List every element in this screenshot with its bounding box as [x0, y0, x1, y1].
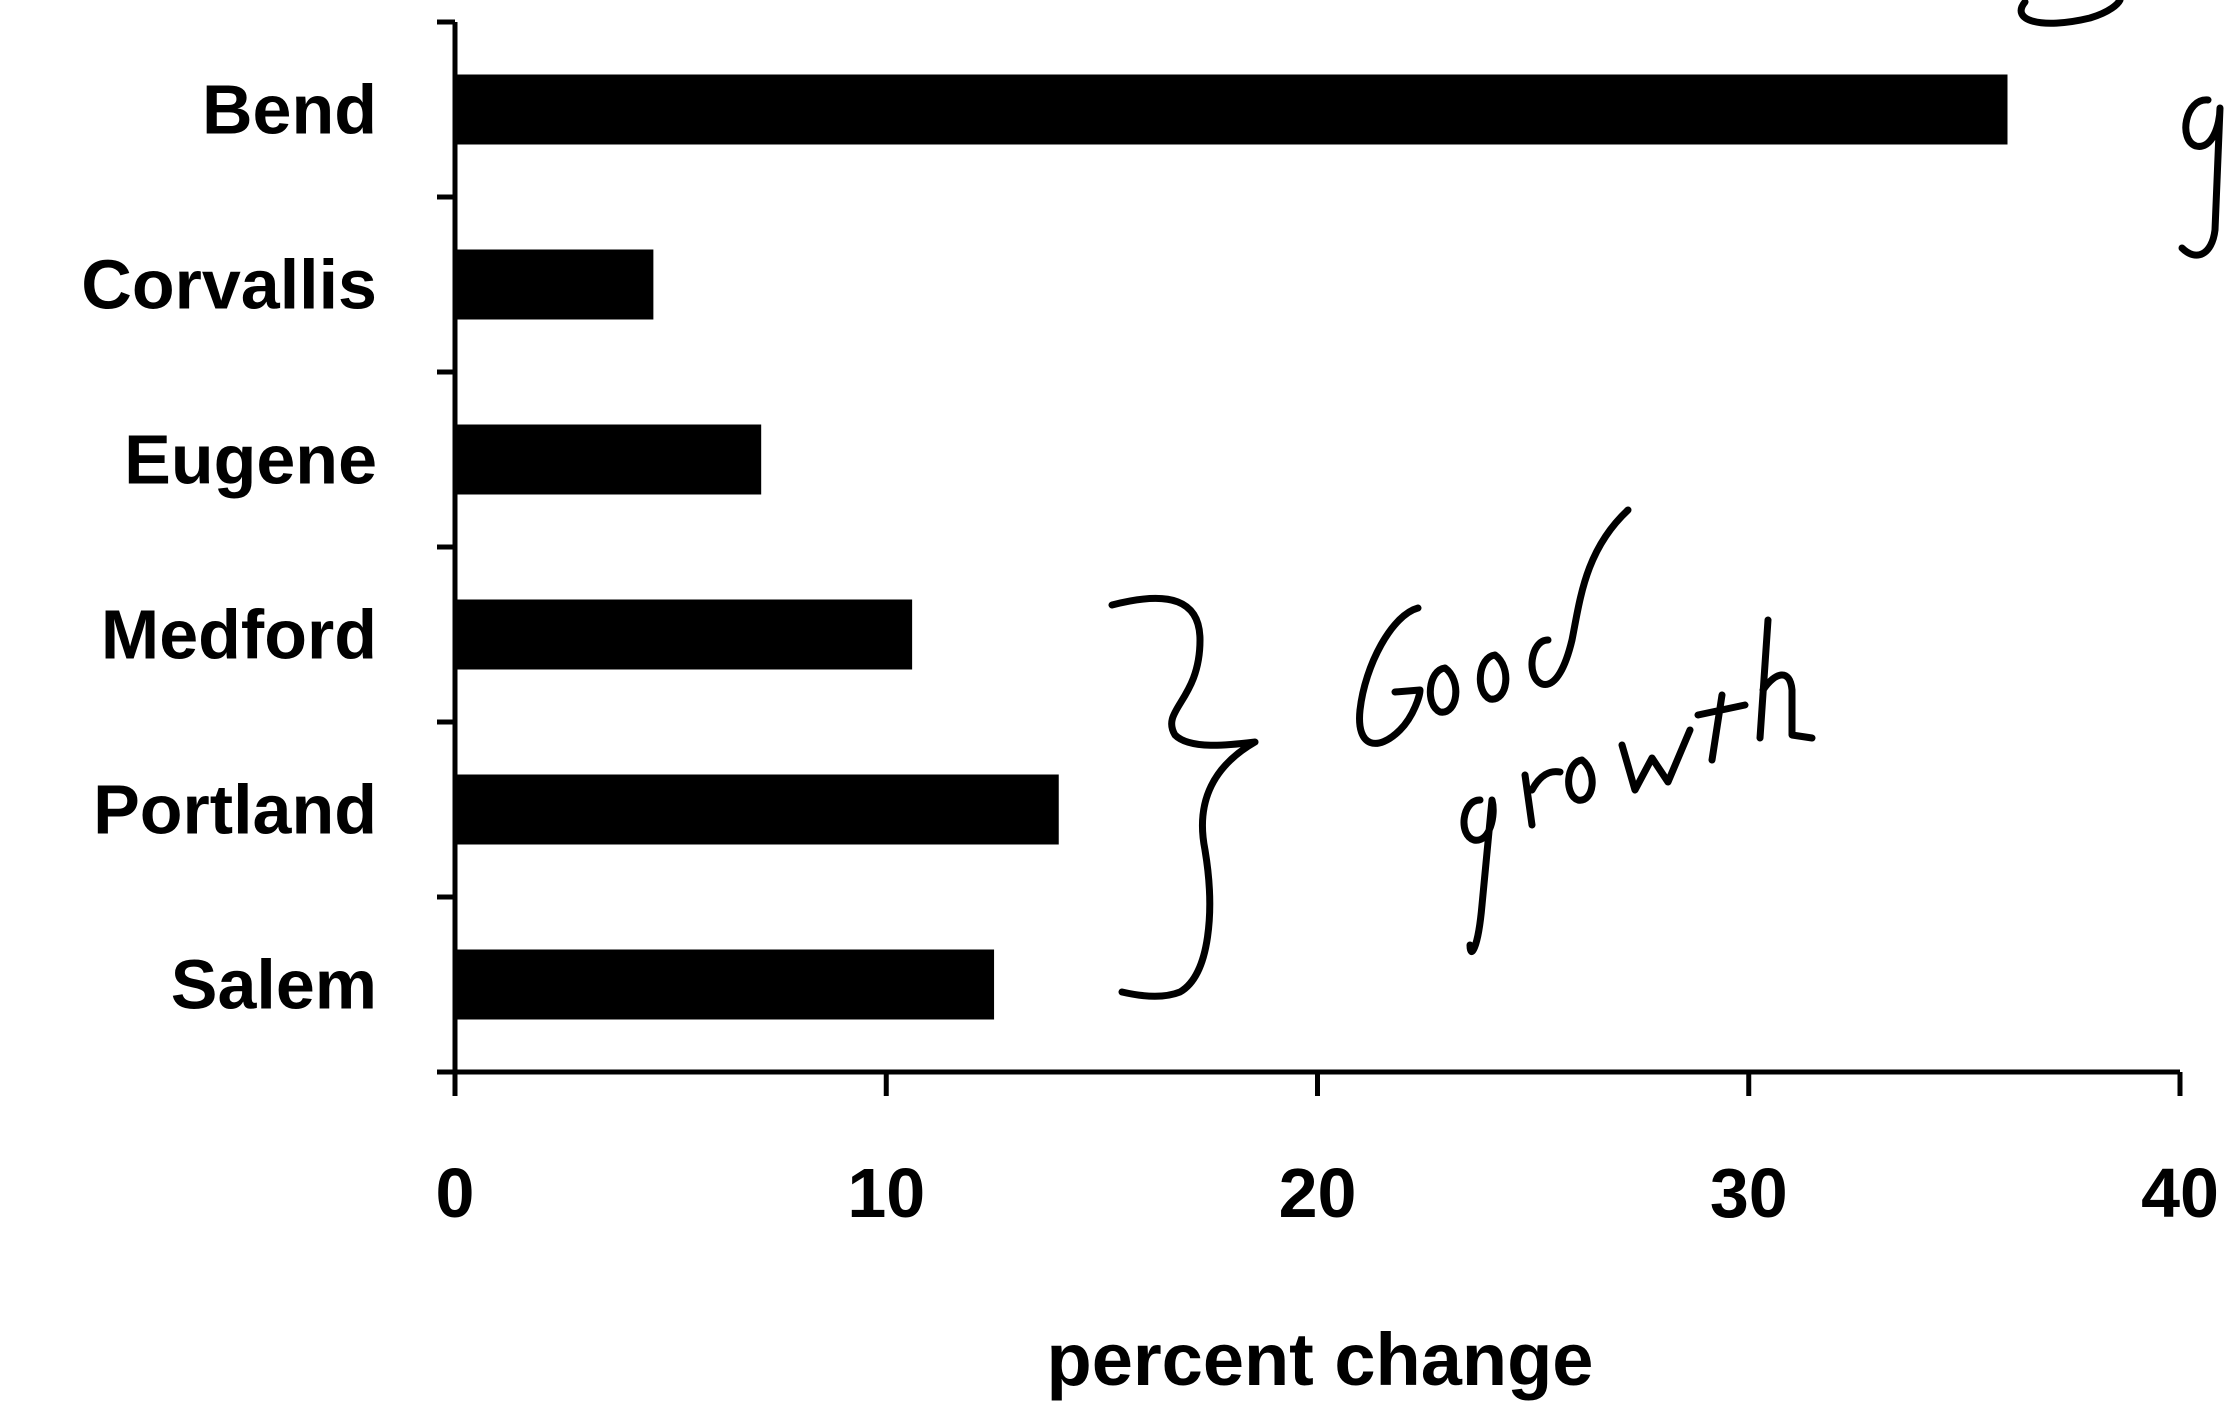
handwritten-fragment-top [2017, 0, 2124, 27]
bar-corvallis [455, 249, 654, 320]
handwritten-annotation [1108, 0, 2224, 1000]
brace-mark [1108, 595, 1259, 1000]
category-label-corvallis: Corvallis [81, 246, 377, 324]
bar-portland [455, 774, 1059, 845]
plot-area: Bend Corvallis Eugene Medford Portland Salem 0… [81, 19, 2219, 1232]
category-label-salem: Salem [171, 946, 377, 1024]
handwritten-text [1356, 506, 1816, 955]
x-tick-label-10: 10 [847, 1154, 925, 1232]
bar-eugene [455, 424, 762, 495]
category-label-bend: Bend [202, 71, 377, 149]
category-label-medford: Medford [101, 596, 377, 674]
category-label-eugene: Eugene [124, 421, 377, 499]
bar-salem [455, 949, 995, 1020]
x-tick-label-30: 30 [1710, 1154, 1788, 1232]
x-tick-label-0: 0 [436, 1154, 475, 1232]
x-axis-title: percent change [1047, 1318, 1594, 1401]
handwritten-fragment-g [2178, 96, 2224, 259]
x-tick-label-40: 40 [2141, 1154, 2219, 1232]
bar-medford [455, 599, 913, 670]
bar-bend [455, 74, 2008, 145]
x-tick-label-20: 20 [1279, 1154, 1357, 1232]
category-label-portland: Portland [93, 771, 377, 849]
